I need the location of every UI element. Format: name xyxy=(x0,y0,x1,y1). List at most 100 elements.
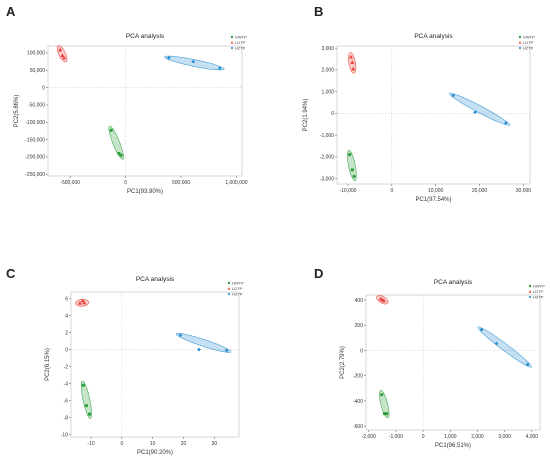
point-hztp xyxy=(451,93,456,98)
y-tick-label: 0 xyxy=(42,85,45,91)
legend-marker-ldtp xyxy=(518,41,522,44)
x-tick-label: 20 xyxy=(181,441,187,447)
y-tick-label: 0 xyxy=(331,111,334,117)
point-hztp xyxy=(503,121,508,126)
x-tick-label: 30,000 xyxy=(516,188,532,194)
point-hwtp xyxy=(352,174,356,178)
x-tick-label: 0 xyxy=(390,188,393,194)
legend-label-hwtp: HWTP xyxy=(235,34,247,39)
x-tick-label: 1,000,000 xyxy=(225,180,247,186)
legend-marker-ldtp xyxy=(230,41,234,44)
x-tick-label: 0 xyxy=(422,434,425,440)
x-tick-label: 30 xyxy=(212,441,218,447)
ellipse-hwtp xyxy=(108,125,124,160)
x-tick-label: 0 xyxy=(124,180,127,186)
y-tick-label: 2,000 xyxy=(321,68,334,74)
point-hwtp xyxy=(81,383,85,387)
y-tick-label: 0 xyxy=(65,347,68,353)
panel-letter: D xyxy=(314,266,323,281)
legend-label-hztp: HZTP xyxy=(235,45,246,50)
point-hwtp xyxy=(350,168,354,172)
legend-label-hztp: HZTP xyxy=(232,291,243,296)
y-tick-label: 50,000 xyxy=(30,68,46,74)
pca-panel-a: A -500,000 0 500,000 1,000,000 100,000 50,000 0… xyxy=(6,4,248,195)
point-ldtp xyxy=(381,298,386,303)
y-tick-label: 400 xyxy=(355,298,364,304)
point-hwtp xyxy=(385,411,389,416)
y-tick-label: 100,000 xyxy=(27,51,45,57)
y-tick-label: 2 xyxy=(65,331,68,337)
plot-frame xyxy=(70,291,240,438)
point-hztp xyxy=(191,59,196,64)
legend-label-ldtp: LDTP xyxy=(523,40,534,45)
point-ldtp xyxy=(82,300,87,305)
x-tick-label: -10 xyxy=(87,441,94,447)
y-axis-label: PC2(5.86%) xyxy=(14,95,20,128)
y-tick-label: -10 xyxy=(61,432,68,438)
plot-frame xyxy=(365,294,541,431)
x-axis-label: PC1(97.54%) xyxy=(415,197,451,203)
x-tick-label: -2,000 xyxy=(362,434,376,440)
panel-letter: C xyxy=(6,266,16,281)
x-axis-label: PC1(93.90%) xyxy=(127,189,163,195)
chart-title: PCA analysis xyxy=(414,33,453,40)
point-hztp xyxy=(224,348,229,353)
chart-title: PCA analysis xyxy=(434,279,473,286)
pca-panel-d: D -2,000 -1,000 0 1,000 2,000 3,000 4,000 400 200… xyxy=(314,266,545,449)
ellipse-hwtp xyxy=(80,380,92,419)
point-hztp xyxy=(197,347,201,352)
legend-label-ldtp: LDTP xyxy=(533,289,544,294)
point-hwtp xyxy=(117,151,121,156)
legend-marker-hwtp xyxy=(230,35,234,39)
legend-marker-ldtp xyxy=(528,290,532,293)
point-ldtp xyxy=(62,55,67,60)
y-tick-label: 4 xyxy=(65,314,68,320)
point-ldtp xyxy=(77,301,82,305)
legend-marker-hwtp xyxy=(518,35,522,39)
x-tick-label: 0 xyxy=(120,441,123,447)
y-tick-label: -150,000 xyxy=(25,137,45,143)
y-tick-label: -2,000 xyxy=(320,155,334,161)
legend-label-hztp: HZTP xyxy=(523,45,534,50)
y-tick-label: -2 xyxy=(64,364,69,370)
chart-title: PCA analysis xyxy=(126,33,165,40)
y-tick-label: 3,000 xyxy=(321,46,334,52)
legend-label-hztp: HZTP xyxy=(533,294,544,299)
y-tick-label: -6 xyxy=(64,398,69,404)
legend-label-hwtp: HWTP xyxy=(533,283,545,288)
legend-label-hwtp: HWTP xyxy=(232,280,244,285)
y-tick-label: -1,000 xyxy=(320,133,334,139)
y-tick-label: -600 xyxy=(353,424,363,430)
plot-frame xyxy=(47,45,243,177)
x-tick-label: 10,000 xyxy=(428,188,444,194)
y-tick-label: -400 xyxy=(353,399,363,405)
y-tick-label: -200,000 xyxy=(25,155,45,161)
point-hwtp xyxy=(87,412,92,416)
y-tick-label: -50,000 xyxy=(28,103,45,109)
x-tick-label: -1,000 xyxy=(389,434,403,440)
y-tick-label: 6 xyxy=(65,297,68,303)
legend-marker-hztp xyxy=(518,46,522,50)
point-hztp xyxy=(473,110,478,115)
legend-label-ldtp: LDTP xyxy=(235,40,246,45)
x-tick-label: 500,000 xyxy=(172,180,190,186)
ellipse-ldtp xyxy=(56,45,68,63)
plot-frame xyxy=(336,45,531,185)
point-hztp xyxy=(217,66,222,71)
legend-marker-ldtp xyxy=(227,287,231,290)
point-hztp xyxy=(166,55,171,60)
ellipse-hztp xyxy=(448,92,511,126)
point-ldtp xyxy=(58,47,63,52)
y-tick-label: 0 xyxy=(360,348,363,354)
point-ldtp xyxy=(351,66,356,71)
ellipse-hwtp xyxy=(379,390,390,419)
point-hztp xyxy=(525,362,530,367)
panel-letter: A xyxy=(6,4,16,19)
ellipse-hztp xyxy=(477,326,532,368)
ellipse-hwtp xyxy=(347,149,357,182)
y-tick-label: 1,000 xyxy=(321,89,334,95)
point-hztp xyxy=(494,341,499,346)
point-ldtp xyxy=(349,54,354,59)
panel-letter: B xyxy=(314,4,323,19)
